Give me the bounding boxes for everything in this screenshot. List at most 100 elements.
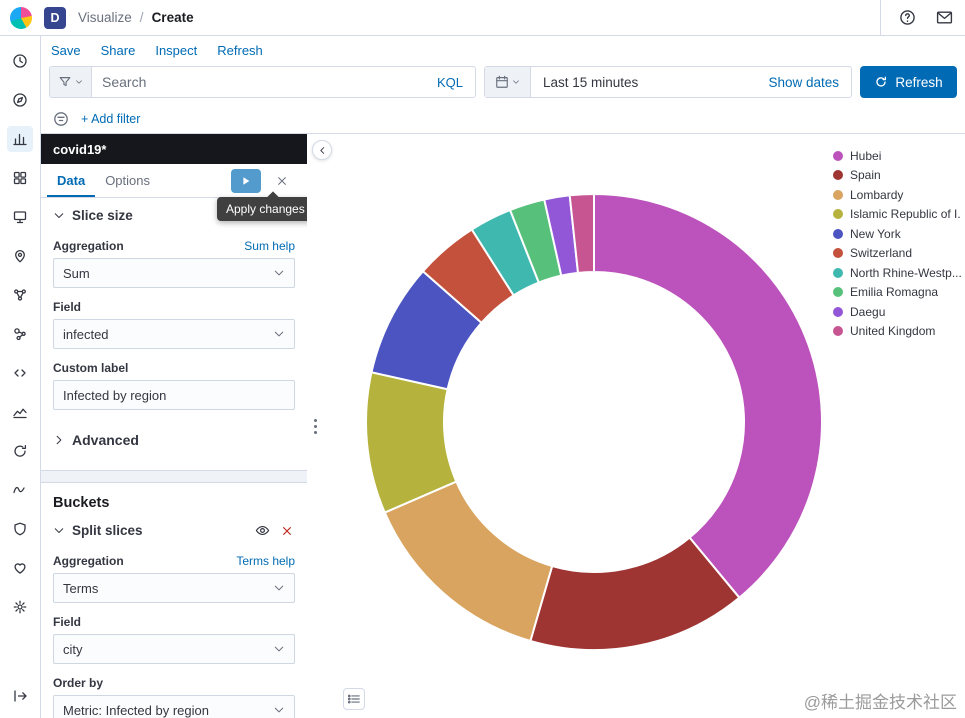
legend-item[interactable]: Emilia Romagna bbox=[833, 283, 961, 303]
apply-changes-button[interactable] bbox=[231, 169, 261, 193]
sidebar-item-recently-viewed[interactable] bbox=[7, 48, 33, 74]
refresh-icon bbox=[876, 76, 887, 87]
filter-funnel-icon bbox=[59, 77, 70, 87]
advanced-label: Advanced bbox=[72, 432, 139, 448]
legend-label: Lombardy bbox=[850, 187, 904, 202]
cross-icon-red bbox=[283, 526, 291, 535]
top-navigation-bar: D Visualize / Create bbox=[0, 0, 965, 36]
discard-changes-button[interactable] bbox=[269, 169, 295, 193]
legend-item[interactable]: New York bbox=[833, 224, 961, 244]
legend-label: United Kingdom bbox=[850, 324, 936, 339]
chevron-down-icon bbox=[274, 270, 284, 276]
donut-chart bbox=[365, 193, 823, 651]
legend-item[interactable]: North Rhine-Westp... bbox=[833, 263, 961, 283]
order-by-label: Order by bbox=[53, 676, 104, 690]
legend-item[interactable]: United Kingdom bbox=[833, 322, 961, 342]
show-dates-button[interactable]: Show dates bbox=[756, 67, 851, 97]
sidebar-item-siem[interactable] bbox=[7, 516, 33, 542]
add-filter-button[interactable]: + Add filter bbox=[81, 111, 141, 126]
discover-icon bbox=[13, 93, 27, 107]
elastic-logo-icon[interactable] bbox=[10, 6, 32, 29]
legend-dot bbox=[833, 306, 843, 317]
help-button[interactable] bbox=[897, 7, 918, 28]
metric-aggregation-select[interactable]: Sum bbox=[53, 258, 295, 288]
sidebar-item-visualize[interactable] bbox=[7, 126, 33, 152]
bucket-field-select[interactable]: city bbox=[53, 634, 295, 664]
legend-item[interactable]: Lombardy bbox=[833, 185, 961, 205]
split-slices-accordion[interactable]: Split slices bbox=[41, 511, 307, 542]
legend-label: Hubei bbox=[850, 148, 882, 163]
legend-label: Daegu bbox=[850, 304, 886, 319]
sidebar-item-canvas[interactable] bbox=[7, 204, 33, 230]
donut-slice[interactable] bbox=[593, 193, 823, 599]
collapse-editor-button[interactable] bbox=[312, 140, 332, 160]
expand-nav-button[interactable] bbox=[10, 686, 30, 706]
sidebar-item-discover[interactable] bbox=[7, 87, 33, 113]
sidebar-item-management[interactable] bbox=[7, 594, 33, 620]
newsfeed-button[interactable] bbox=[934, 7, 955, 28]
custom-label-input[interactable] bbox=[53, 380, 295, 410]
chart-legend: Hubei Spain Lombardy Islamic Republic of I.… bbox=[833, 146, 961, 341]
sidebar-item-maps[interactable] bbox=[7, 243, 33, 269]
donut-slice[interactable] bbox=[568, 193, 595, 274]
legend-dot bbox=[833, 150, 843, 161]
editor-tab-bar: Data Options bbox=[41, 164, 307, 198]
date-picker-group: Last 15 minutes Show dates bbox=[484, 66, 852, 98]
sum-help-link[interactable]: Sum help bbox=[244, 239, 295, 253]
machine-learning-icon bbox=[14, 289, 26, 301]
panel-divider bbox=[41, 470, 307, 483]
sidebar-item-dev-tools[interactable] bbox=[7, 360, 33, 386]
chevron-down-icon bbox=[54, 527, 64, 533]
legend-dot bbox=[833, 326, 843, 337]
panel-resizer[interactable] bbox=[307, 134, 323, 718]
refresh-button[interactable]: Refresh bbox=[860, 66, 957, 98]
slice-size-accordion[interactable]: Slice size bbox=[41, 198, 307, 227]
tab-data[interactable]: Data bbox=[47, 164, 95, 197]
terms-help-link[interactable]: Terms help bbox=[236, 554, 295, 568]
legend-item[interactable]: Spain bbox=[833, 166, 961, 186]
time-range-value[interactable]: Last 15 minutes bbox=[543, 74, 639, 90]
search-input[interactable] bbox=[92, 67, 425, 97]
bucket-field-value: city bbox=[63, 641, 83, 657]
sidebar-item-monitoring[interactable] bbox=[7, 555, 33, 581]
sidebar-item-machine-learning[interactable] bbox=[7, 282, 33, 308]
inspect-button[interactable]: Inspect bbox=[155, 42, 198, 58]
remove-bucket-button[interactable] bbox=[279, 523, 295, 539]
legend-item[interactable]: Switzerland bbox=[833, 244, 961, 264]
legend-item[interactable]: Daegu bbox=[833, 302, 961, 322]
aggregation-label: Aggregation bbox=[53, 239, 124, 253]
legend-item[interactable]: Islamic Republic of I... bbox=[833, 205, 961, 225]
editor-scroll-area[interactable]: Slice size Aggregation Sum help Sum bbox=[41, 198, 307, 718]
uptime-icon bbox=[14, 444, 27, 457]
chart-area: Hubei Spain Lombardy Islamic Republic of I.… bbox=[312, 134, 965, 718]
tab-options[interactable]: Options bbox=[105, 173, 150, 188]
field-label: Field bbox=[53, 300, 82, 314]
sidebar-item-dashboard[interactable] bbox=[7, 165, 33, 191]
refresh-button-label: Refresh bbox=[895, 74, 943, 90]
legend-dot bbox=[833, 287, 843, 298]
sidebar-item-metrics[interactable] bbox=[7, 399, 33, 425]
share-button[interactable]: Share bbox=[100, 42, 136, 58]
legend-item[interactable]: Hubei bbox=[833, 146, 961, 166]
donut-slice[interactable] bbox=[383, 480, 554, 642]
saved-query-menu-button[interactable] bbox=[50, 67, 92, 97]
legend-dot bbox=[833, 267, 843, 278]
refresh-link[interactable]: Refresh bbox=[217, 42, 263, 58]
order-by-select[interactable]: Metric: Infected by region bbox=[53, 695, 295, 718]
sidebar-item-uptime[interactable] bbox=[7, 438, 33, 464]
sidebar-item-apm[interactable] bbox=[7, 477, 33, 503]
bucket-aggregation-select[interactable]: Terms bbox=[53, 573, 295, 603]
legend-toggle-button[interactable] bbox=[343, 688, 365, 710]
chevron-down-icon bbox=[274, 707, 284, 713]
bucket-aggregation-value: Terms bbox=[63, 580, 99, 596]
save-button[interactable]: Save bbox=[51, 42, 81, 58]
breadcrumb-visualize[interactable]: Visualize bbox=[78, 10, 132, 25]
toggle-bucket-visibility-button[interactable] bbox=[253, 521, 272, 540]
date-picker-button[interactable] bbox=[485, 67, 531, 97]
metric-field-select[interactable]: infected bbox=[53, 319, 295, 349]
advanced-accordion[interactable]: Advanced bbox=[41, 422, 307, 460]
sidebar-item-graph[interactable] bbox=[7, 321, 33, 347]
space-avatar[interactable]: D bbox=[44, 6, 66, 29]
kql-language-button[interactable]: KQL bbox=[425, 67, 475, 97]
